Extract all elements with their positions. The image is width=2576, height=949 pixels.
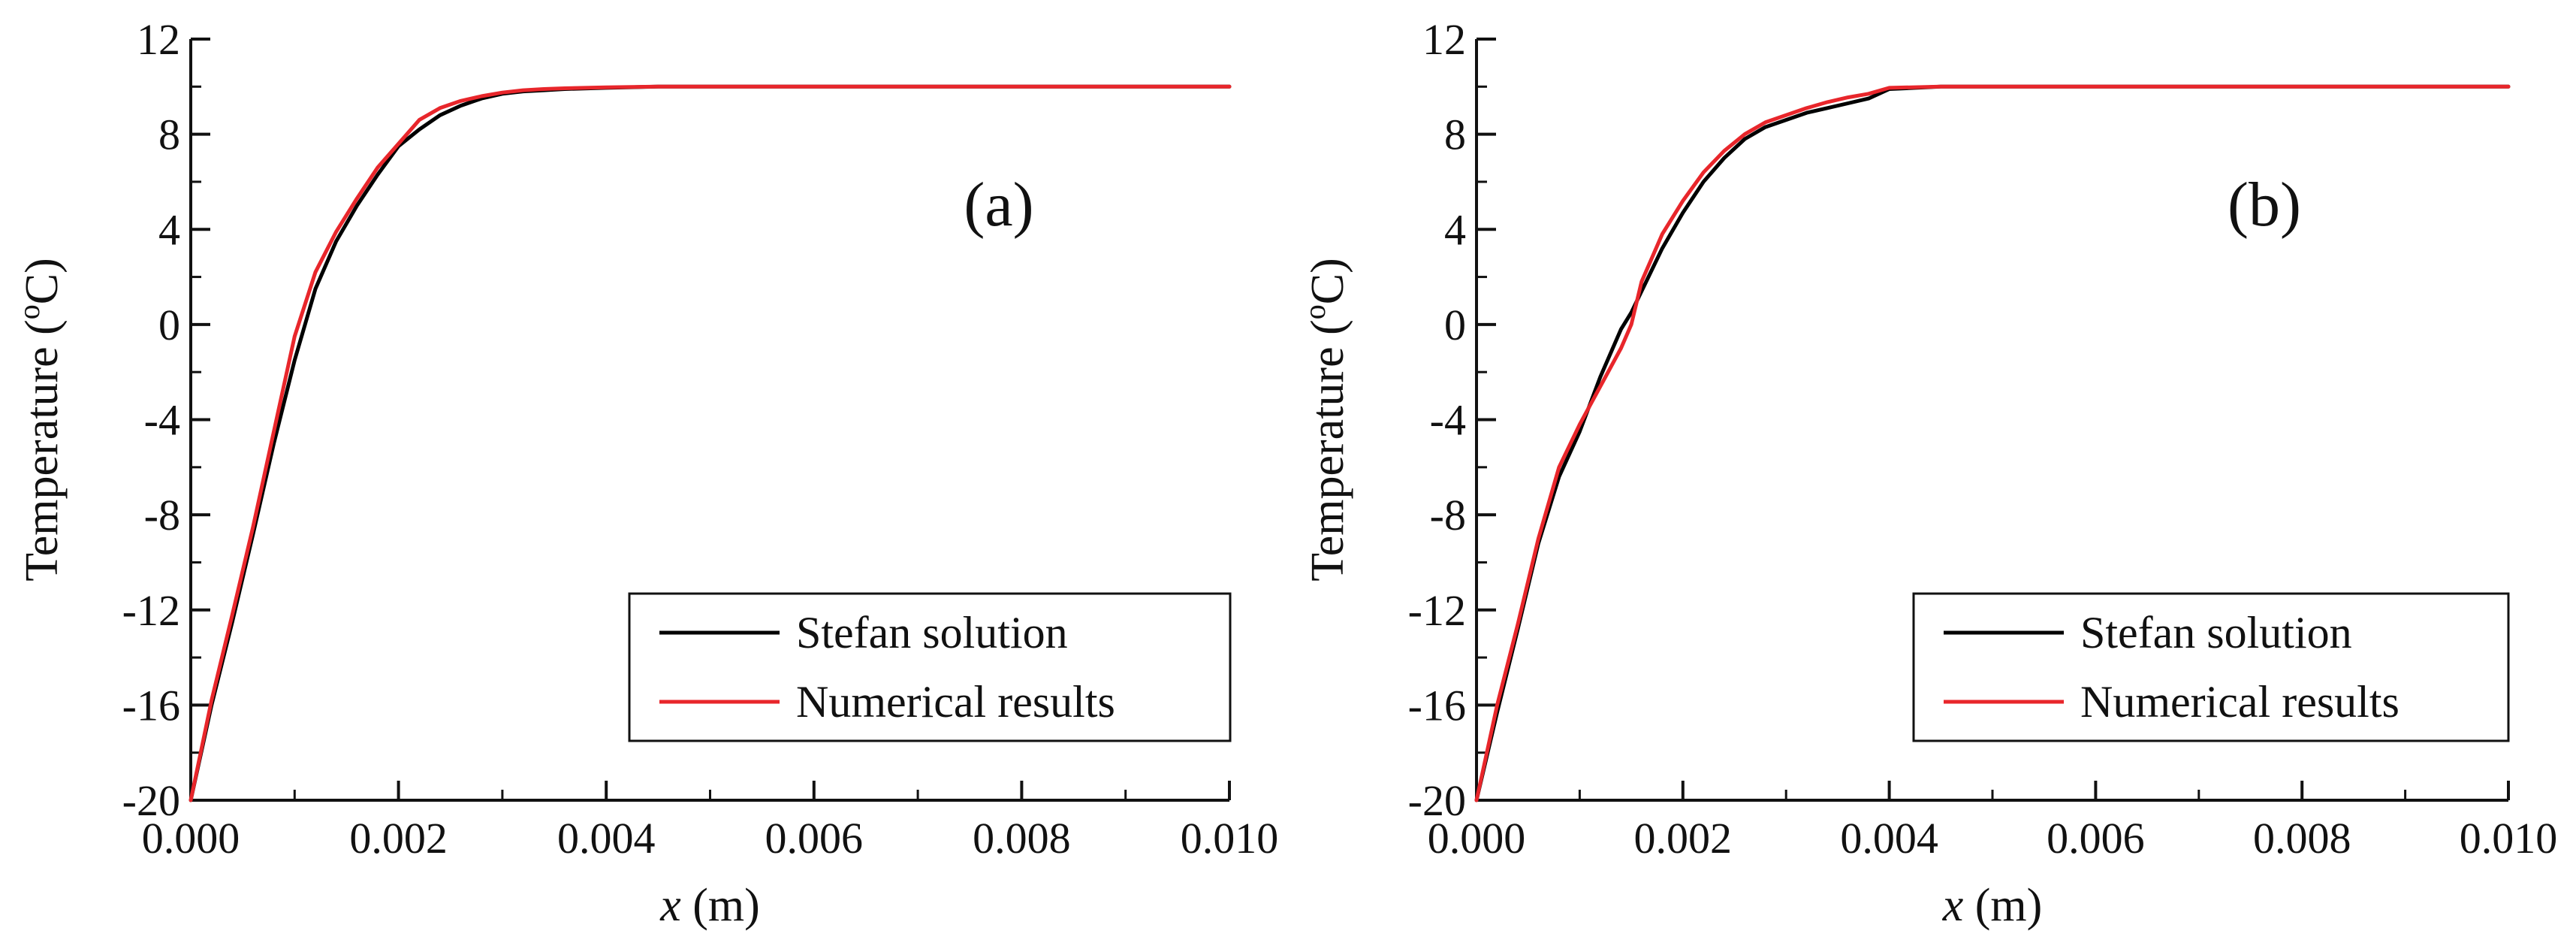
y-tick-label: 0 xyxy=(158,301,180,349)
x-axis-label-var: x xyxy=(1942,880,1964,931)
panel-label: (b) xyxy=(2228,170,2301,240)
y-tick-label: -16 xyxy=(122,681,180,730)
x-tick-label: 0.004 xyxy=(557,814,656,863)
series-line-numerical-results xyxy=(1474,84,2511,802)
y-tick-label: 8 xyxy=(158,110,180,159)
y-tick-label: 4 xyxy=(1444,205,1466,254)
y-axis-label: Temperature (oC) xyxy=(12,258,68,582)
y-tick-label: 0 xyxy=(1444,301,1466,349)
y-axis-label-text: Temperature ( xyxy=(17,319,68,582)
y-tick-label: -4 xyxy=(144,396,180,445)
degree-symbol: o xyxy=(1298,304,1332,319)
y-axis-label-unit: C) xyxy=(1302,258,1353,304)
y-tick-label: -8 xyxy=(1430,491,1466,539)
legend-label: Stefan solution xyxy=(2080,608,2352,657)
x-axis-label-unit: (m) xyxy=(1963,880,2042,931)
y-tick-label: 8 xyxy=(1444,110,1466,159)
y-tick-label: 12 xyxy=(137,15,180,64)
legend: Stefan solution Numerical results xyxy=(1912,592,2510,742)
legend-label: Stefan solution xyxy=(796,608,1068,657)
x-tick-label: 0.000 xyxy=(142,814,240,863)
y-tick-label: 4 xyxy=(158,205,180,254)
x-axis-label: x (m) xyxy=(659,880,760,931)
x-axis-label-unit: (m) xyxy=(681,880,760,931)
x-tick-label: 0.008 xyxy=(2253,814,2351,863)
legend-box xyxy=(628,592,1232,742)
y-tick-label: -16 xyxy=(1408,681,1466,730)
legend: Stefan solution Numerical results xyxy=(628,592,1232,742)
x-axis-label: x (m) xyxy=(1942,880,2043,931)
y-tick-label: -20 xyxy=(1408,776,1466,825)
x-tick-label: 0.010 xyxy=(1181,814,1279,863)
y-tick-label: -20 xyxy=(122,776,180,825)
x-tick-label: 0.000 xyxy=(1428,814,1526,863)
x-tick-label: 0.008 xyxy=(973,814,1071,863)
x-tick-label: 0.002 xyxy=(349,814,448,863)
x-axis-label-var: x xyxy=(659,880,681,931)
series-line-numerical-results xyxy=(189,84,1232,802)
legend-label: Numerical results xyxy=(796,677,1115,727)
y-tick-label: -8 xyxy=(144,491,180,539)
y-tick-label: 12 xyxy=(1422,15,1466,64)
x-tick-label: 0.002 xyxy=(1634,814,1733,863)
y-tick-label: -4 xyxy=(1430,396,1466,445)
x-tick-label: 0.006 xyxy=(2047,814,2145,863)
degree-symbol: o xyxy=(12,304,46,319)
x-tick-label: 0.010 xyxy=(2460,814,2558,863)
x-tick-label: 0.006 xyxy=(765,814,864,863)
y-axis-label: Temperature (oC) xyxy=(1298,258,1353,582)
y-axis-label-unit: C) xyxy=(17,258,68,304)
chart-panel-2: -20 -16 -12 -8 -4 0 4 8 12 0.000 0.002 0.004 0.006 0.… xyxy=(1298,15,2557,931)
y-tick-label: -12 xyxy=(1408,586,1466,635)
chart-panel-1: -20 -16 -12 -8 -4 0 4 8 12 0.000 0.002 0.004 0.006 0.… xyxy=(12,15,1278,931)
panel-label: (a) xyxy=(964,170,1033,240)
y-axis-label-text: Temperature ( xyxy=(1302,319,1353,582)
y-tick-label: -12 xyxy=(122,586,180,635)
legend-label: Numerical results xyxy=(2080,677,2400,727)
x-tick-label: 0.004 xyxy=(1840,814,1938,863)
legend-box xyxy=(1912,592,2510,742)
